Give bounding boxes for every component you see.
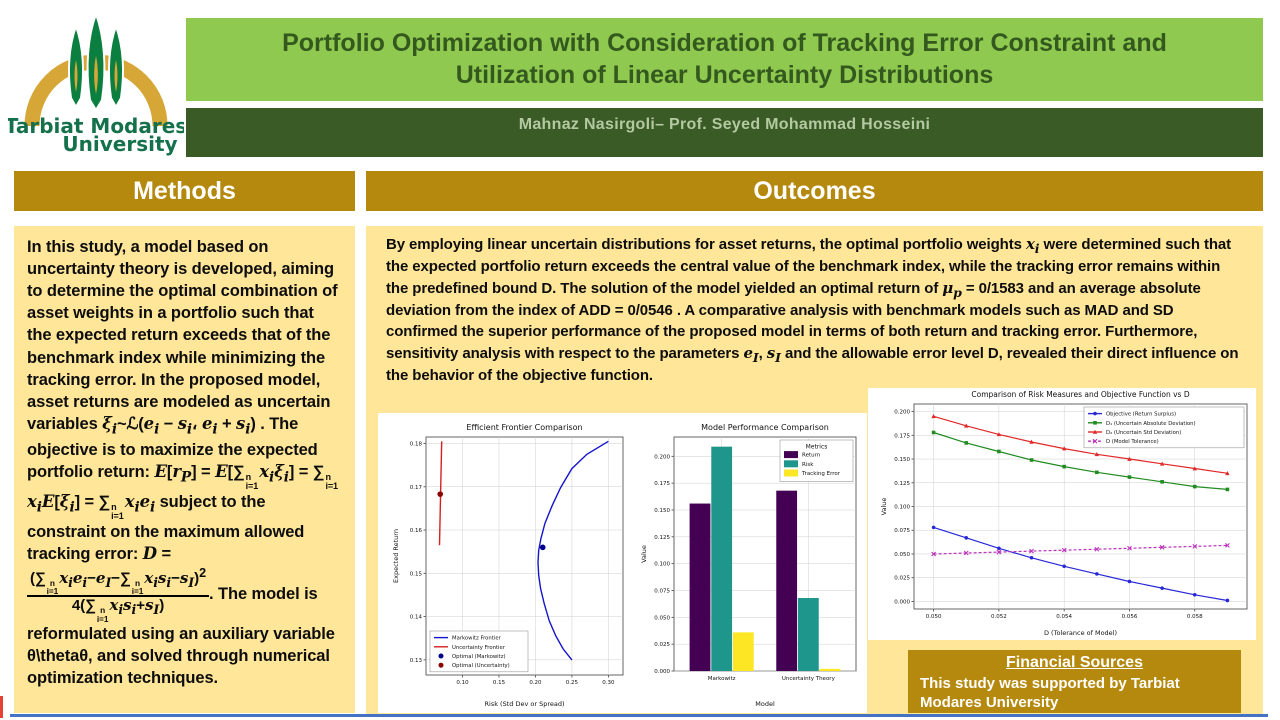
svg-text:Markowitz Frontier: Markowitz Frontier [452,636,502,642]
svg-text:Comparison of Risk Measures an: Comparison of Risk Measures and Objectiv… [971,390,1189,399]
svg-text:Value: Value [880,498,888,516]
svg-text:Optimal (Markowitz): Optimal (Markowitz) [452,654,506,660]
svg-text:0.175: 0.175 [894,433,910,439]
svg-text:0.125: 0.125 [894,481,910,487]
frontier-and-performance-charts-panel: 0.13 0.14 0.15 0.16 0.17 0.18 0.10 0.15 0.20 0.25… [378,413,867,713]
svg-text:0.050: 0.050 [894,552,910,558]
svg-text:0.000: 0.000 [894,599,910,605]
model-performance-chart: 0.000 0.025 0.050 0.075 0.100 0.125 0.150 0.175… [640,423,857,708]
svg-text:0.14: 0.14 [410,615,423,621]
svg-text:0.150: 0.150 [894,457,910,463]
title-bar: Portfolio Optimization with Consideratio… [186,18,1263,101]
poster-authors: Mahnaz Nasirgoli– Prof. Seyed Mohammad H… [518,116,931,133]
university-logo: Tarbiat Modares University [5,8,187,160]
svg-text:Model: Model [755,700,775,708]
svg-text:0.056: 0.056 [1122,614,1138,620]
author-bar: Mahnaz Nasirgoli– Prof. Seyed Mohammad H… [186,108,1263,157]
svg-text:Objective (Return Surplus): Objective (Return Surplus) [1106,412,1176,418]
outcomes-header: Outcomes [366,171,1263,211]
svg-text:0.075: 0.075 [894,528,910,534]
svg-text:D (Tolerance of Model): D (Tolerance of Model) [1044,629,1117,637]
svg-text:0.150: 0.150 [654,508,670,514]
svg-text:Expected Return: Expected Return [392,529,400,583]
svg-text:Efficient Frontier Comparison: Efficient Frontier Comparison [466,423,582,432]
methods-panel: In this study, a model based on uncertai… [14,226,355,713]
svg-text:0.30: 0.30 [602,680,615,686]
svg-text:Uncertainty Theory: Uncertainty Theory [782,676,836,682]
financial-sources-box: Financial Sources This study was support… [908,650,1241,713]
methods-heading: Methods [133,176,236,205]
university-logo-graphic: Tarbiat Modares University [5,11,187,156]
methods-text: In this study, a model based on uncertai… [27,238,338,688]
svg-text:0.025: 0.025 [894,576,910,582]
svg-text:Model Performance Comparison: Model Performance Comparison [701,423,829,432]
svg-text:0.175: 0.175 [654,481,670,487]
svg-text:0.125: 0.125 [654,535,670,541]
outcomes-heading: Outcomes [753,176,876,205]
svg-text:Markowitz: Markowitz [708,676,736,682]
svg-text:0.13: 0.13 [410,658,423,664]
svg-text:Tracking Error: Tracking Error [801,471,841,477]
logo-cypress-trees-icon [67,11,125,112]
svg-text:Risk (Std Dev or Spread): Risk (Std Dev or Spread) [485,700,565,708]
svg-text:D (Model Tolerance): D (Model Tolerance) [1106,439,1159,445]
svg-text:Metrics: Metrics [806,444,828,451]
svg-text:0.15: 0.15 [493,680,506,686]
methods-header: Methods [14,171,355,211]
svg-text:0.200: 0.200 [894,410,910,416]
logo-text-line2: University [62,132,177,156]
risk-measures-vs-d-chart: 0.000 0.025 0.050 0.075 0.100 0.125 0.150 0.175… [880,390,1248,637]
logo-text-line1: Tarbiat Modares [8,114,184,138]
sensitivity-chart-panel: 0.000 0.025 0.050 0.075 0.100 0.125 0.150 0.175… [868,388,1256,640]
svg-text:0.100: 0.100 [654,562,670,568]
svg-text:0.10: 0.10 [456,680,469,686]
svg-text:D₂ (Uncertain Std Deviation): D₂ (Uncertain Std Deviation) [1106,430,1181,436]
left-edge-red-mark [0,696,3,718]
svg-text:D₁ (Uncertain Absolute Deviati: D₁ (Uncertain Absolute Deviation) [1106,421,1196,427]
svg-text:0.058: 0.058 [1187,614,1203,620]
svg-text:0.025: 0.025 [654,642,670,648]
svg-text:Value: Value [640,545,648,563]
efficient-frontier-chart: 0.13 0.14 0.15 0.16 0.17 0.18 0.10 0.15 0.20 0.25… [392,423,624,708]
financial-sources-heading: Financial Sources [1006,654,1143,671]
svg-text:Optimal (Uncertainty): Optimal (Uncertainty) [452,663,510,669]
svg-text:0.200: 0.200 [654,454,670,460]
svg-text:0.050: 0.050 [654,615,670,621]
svg-text:0.054: 0.054 [1056,614,1072,620]
svg-text:0.18: 0.18 [410,441,423,447]
svg-text:0.050: 0.050 [926,614,942,620]
svg-text:0.16: 0.16 [410,528,423,534]
svg-text:0.25: 0.25 [566,680,579,686]
svg-text:0.100: 0.100 [894,505,910,511]
svg-text:0.052: 0.052 [991,614,1007,620]
bottom-accent-line [10,714,1268,717]
svg-text:Risk: Risk [802,462,814,468]
svg-text:0.000: 0.000 [654,669,670,675]
outcomes-text: By employing linear uncertain distributi… [386,235,1239,384]
poster-title: Portfolio Optimization with Consideratio… [282,29,1167,89]
svg-text:0.15: 0.15 [410,571,423,577]
svg-text:0.20: 0.20 [529,680,542,686]
svg-text:0.17: 0.17 [410,485,423,491]
financial-sources-text: This study was supported by Tarbiat Moda… [920,675,1180,711]
svg-text:Uncertainty Frontier: Uncertainty Frontier [452,645,506,651]
svg-text:Return: Return [802,453,821,459]
svg-text:0.075: 0.075 [654,588,670,594]
